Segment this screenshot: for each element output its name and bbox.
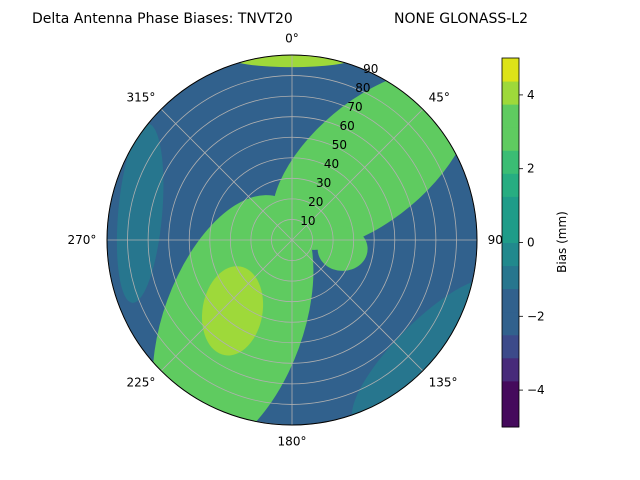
- colorbar-band: [502, 58, 519, 82]
- colorbar-band: [502, 334, 519, 359]
- radial-tick-label: 40: [324, 157, 339, 171]
- contour-near-zenith-right: [317, 226, 368, 271]
- colorbar-band: [502, 150, 519, 174]
- colorbar-band: [502, 403, 519, 428]
- colorbar-ticks: 4 2 0 −2 −4: [519, 88, 545, 397]
- azimuth-tick-label: 270°: [67, 233, 96, 247]
- colorbar-tick-label: −2: [527, 309, 545, 323]
- colorbar-band: [502, 311, 519, 336]
- colorbar-band: [502, 288, 519, 313]
- colorbar-band: [502, 196, 519, 220]
- azimuth-tick-label: 0°: [285, 31, 299, 45]
- colorbar-band: [502, 173, 519, 197]
- grid-spoke: [160, 239, 293, 372]
- radial-tick-labels: 10 20 30 40 50 60 70 80 90: [300, 62, 378, 228]
- colorbar-bands: [502, 58, 519, 428]
- colorbar-label: Bias (mm): [555, 211, 569, 273]
- radial-tick-label: 60: [340, 119, 355, 133]
- radial-tick-label: 80: [355, 81, 370, 95]
- polar-frame: [106, 54, 478, 426]
- azimuth-tick-label: 225°: [127, 376, 156, 390]
- colorbar-band: [502, 219, 519, 243]
- radial-tick-label: 50: [332, 138, 347, 152]
- colorbar-band: [502, 357, 519, 382]
- colorbar-band: [502, 81, 519, 105]
- radial-tick-label: 90: [363, 62, 378, 76]
- colorbar-band: [502, 265, 519, 290]
- colorbar-tick-label: 2: [527, 162, 535, 176]
- azimuth-tick-label: 315°: [127, 90, 156, 104]
- grid-spoke: [160, 108, 293, 241]
- colorbar: 4 2 0 −2 −4 Bias (mm): [501, 57, 569, 428]
- azimuth-tick-label: 180°: [278, 435, 307, 449]
- radial-tick-label: 70: [347, 100, 362, 114]
- radial-tick-label: 30: [316, 176, 331, 190]
- azimuth-tick-label: 135°: [429, 376, 458, 390]
- azimuth-tick-label: 45°: [429, 90, 450, 104]
- colorbar-band: [502, 104, 519, 128]
- grid-spoke: [291, 108, 424, 241]
- chart-title-right: NONE GLONASS-L2: [394, 11, 528, 27]
- colorbar-tick-label: −4: [527, 383, 545, 397]
- grid-spoke: [291, 239, 424, 372]
- radial-tick-label: 10: [300, 214, 315, 228]
- colorbar-band: [502, 242, 519, 267]
- polar-grid: [106, 54, 478, 426]
- colorbar-tick-label: 4: [527, 88, 535, 102]
- colorbar-tick-label: 0: [527, 236, 535, 250]
- colorbar-band: [502, 380, 519, 405]
- chart-title-left: Delta Antenna Phase Biases: TNVT20: [32, 11, 293, 27]
- azimuth-tick-labels: 0°45°90°135°180°225°270°315°: [67, 31, 508, 448]
- radial-tick-label: 20: [308, 195, 323, 209]
- colorbar-band: [502, 127, 519, 151]
